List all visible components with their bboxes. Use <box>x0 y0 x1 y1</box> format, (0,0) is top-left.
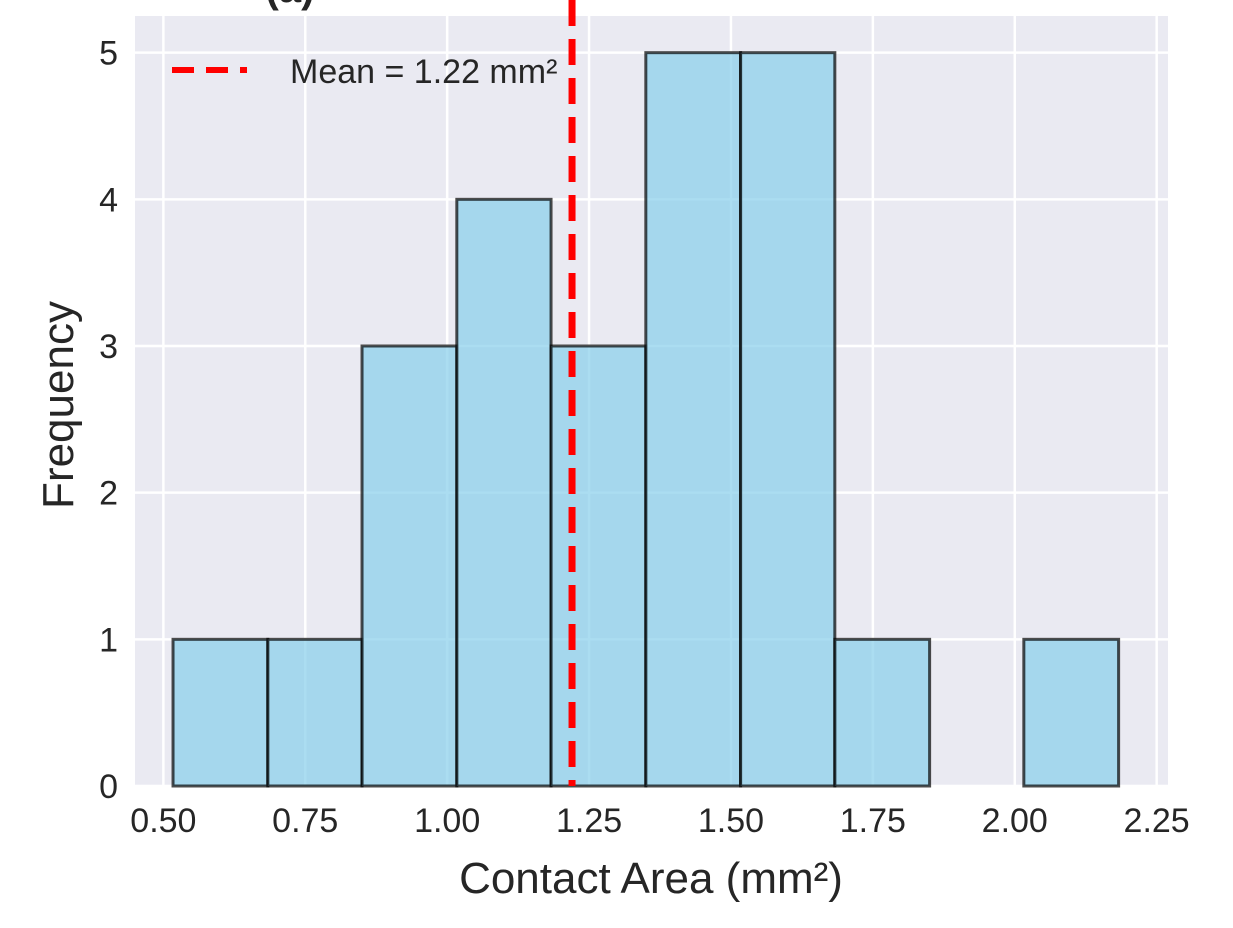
y-tick-label: 5 <box>99 35 118 73</box>
y-tick-label: 1 <box>99 621 118 659</box>
x-tick-label: 2.25 <box>1124 802 1190 840</box>
y-tick-labels: 0 1 2 3 4 5 <box>99 35 118 806</box>
y-tick-label: 3 <box>99 328 118 366</box>
x-tick-label: 1.75 <box>840 802 906 840</box>
x-tick-label: 2.00 <box>982 802 1048 840</box>
histogram-bar-0 <box>171 637 270 788</box>
histogram-bar-1 <box>266 637 364 788</box>
histogram-bar-6 <box>739 51 837 788</box>
x-tick-labels: 0.50 0.75 1.00 1.25 1.50 1.75 2.00 2.25 <box>130 802 1189 840</box>
histogram-bar-4 <box>549 344 648 788</box>
y-axis-label: Frequency <box>34 301 83 509</box>
histogram-bar-7 <box>833 637 932 788</box>
legend-mean-label: Mean = 1.22 mm² <box>290 53 557 91</box>
histogram-bars <box>171 51 1121 788</box>
x-axis-label: Contact Area (mm²) <box>459 854 843 903</box>
histogram-bar-2 <box>360 344 459 788</box>
y-tick-label: 2 <box>99 475 118 513</box>
histogram-bar-9 <box>1022 637 1121 788</box>
legend: Mean = 1.22 mm² <box>172 53 557 91</box>
x-tick-label: 1.50 <box>698 802 764 840</box>
x-tick-label: 0.75 <box>272 802 338 840</box>
x-tick-label: 1.00 <box>414 802 480 840</box>
y-tick-label: 4 <box>99 181 118 219</box>
x-tick-label: 0.50 <box>130 802 196 840</box>
x-tick-label: 1.25 <box>556 802 622 840</box>
histogram-bar-5 <box>644 51 743 788</box>
y-tick-label: 0 <box>99 768 118 806</box>
histogram-bar-3 <box>455 197 553 788</box>
chart-title: (a) <box>266 0 315 11</box>
